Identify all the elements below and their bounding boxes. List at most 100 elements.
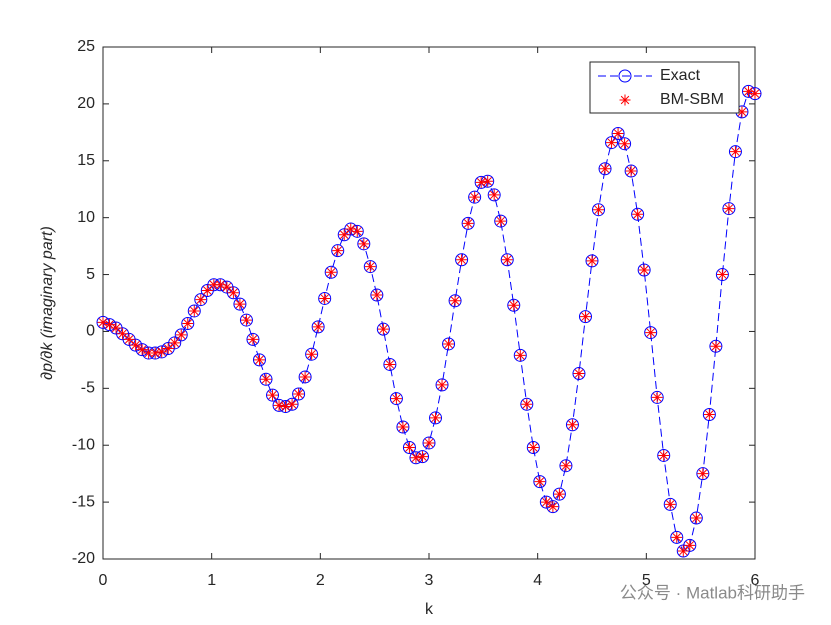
circle-marker (402, 440, 416, 454)
asterisk-marker (293, 388, 305, 400)
asterisk-marker (566, 419, 578, 431)
circle-marker (631, 207, 645, 221)
circle-marker (305, 347, 319, 361)
asterisk-marker (684, 539, 696, 551)
circle-marker (572, 367, 586, 381)
asterisk-marker (534, 476, 546, 488)
y-tick-label: 10 (77, 209, 95, 226)
asterisk-marker (169, 337, 181, 349)
circle-marker (226, 286, 240, 300)
asterisk-marker (143, 347, 155, 359)
asterisk-marker (227, 287, 239, 299)
circle-marker (702, 408, 716, 422)
circle-marker (552, 487, 566, 501)
circle-marker (709, 339, 723, 353)
circle-marker (298, 370, 312, 384)
watermark: 公众号 · Matlab科研助手 (620, 583, 805, 602)
asterisk-marker (214, 279, 226, 291)
asterisk-marker (332, 245, 344, 257)
circle-marker (396, 420, 410, 434)
asterisk-marker (488, 189, 500, 201)
circle-marker (559, 459, 573, 473)
asterisk-marker (175, 329, 187, 341)
circle-marker (442, 337, 456, 351)
circle-marker (357, 237, 371, 251)
circle-marker (285, 397, 299, 411)
y-tick-label: 20 (77, 95, 95, 112)
asterisk-marker (325, 266, 337, 278)
x-tick-label: 3 (425, 572, 434, 589)
y-tick-label: 0 (86, 323, 95, 340)
asterisk-marker (403, 441, 415, 453)
circle-marker (103, 318, 117, 332)
circle-marker (246, 332, 260, 346)
circle-marker (389, 392, 403, 406)
asterisk-marker (703, 409, 715, 421)
circle-marker (611, 126, 625, 140)
circle-marker (526, 440, 540, 454)
circle-marker (618, 69, 632, 83)
circle-marker (618, 137, 632, 151)
circle-marker (135, 343, 149, 357)
asterisk-marker (645, 327, 657, 339)
asterisk-marker (619, 94, 631, 106)
axes-box (102, 46, 756, 560)
asterisk-marker (749, 88, 761, 100)
circle-marker (722, 202, 736, 216)
asterisk-marker (593, 204, 605, 216)
circle-marker (461, 216, 475, 230)
asterisk-marker (273, 399, 285, 411)
asterisk-marker (162, 343, 174, 355)
asterisk-marker (482, 175, 494, 187)
asterisk-marker (710, 340, 722, 352)
circle-marker (663, 497, 677, 511)
legend-label: Exact (660, 67, 701, 84)
asterisk-marker (247, 333, 259, 345)
circle-marker (494, 214, 508, 228)
asterisk-marker (560, 460, 572, 472)
x-tick-label: 4 (533, 572, 542, 589)
circle-marker (370, 288, 384, 302)
asterisk-marker (716, 269, 728, 281)
asterisk-marker (586, 255, 598, 267)
circle-marker (187, 304, 201, 318)
asterisk-marker (97, 316, 109, 328)
circle-marker (435, 378, 449, 392)
circle-marker (644, 326, 658, 340)
circle-marker (539, 495, 553, 509)
asterisk-marker (260, 373, 272, 385)
circle-marker (533, 475, 547, 489)
circle-marker (605, 136, 619, 150)
x-tick-label: 5 (642, 572, 651, 589)
y-tick-label: -20 (72, 550, 95, 567)
asterisk-marker (306, 348, 318, 360)
circle-marker (429, 411, 443, 425)
circle-marker (487, 188, 501, 202)
asterisk-marker (319, 292, 331, 304)
circle-marker (363, 260, 377, 274)
circle-marker (637, 263, 651, 277)
asterisk-marker (345, 223, 357, 235)
asterisk-marker (736, 106, 748, 118)
asterisk-marker (364, 261, 376, 273)
asterisk-marker (110, 322, 122, 334)
circle-marker (266, 388, 280, 402)
asterisk-marker (371, 289, 383, 301)
asterisk-marker (625, 165, 637, 177)
circle-marker (500, 253, 514, 267)
asterisk-marker (182, 317, 194, 329)
circle-marker (324, 265, 338, 279)
asterisk-marker (501, 254, 513, 266)
asterisk-marker (430, 412, 442, 424)
circle-marker (689, 511, 703, 525)
circle-marker (292, 387, 306, 401)
asterisk-marker (267, 389, 279, 401)
circle-marker (657, 448, 671, 462)
asterisk-marker (521, 398, 533, 410)
asterisk-marker (651, 391, 663, 403)
asterisk-marker (416, 451, 428, 463)
asterisk-marker (599, 163, 611, 175)
circle-marker (696, 467, 710, 481)
asterisk-marker (130, 339, 142, 351)
asterisk-marker (234, 298, 246, 310)
